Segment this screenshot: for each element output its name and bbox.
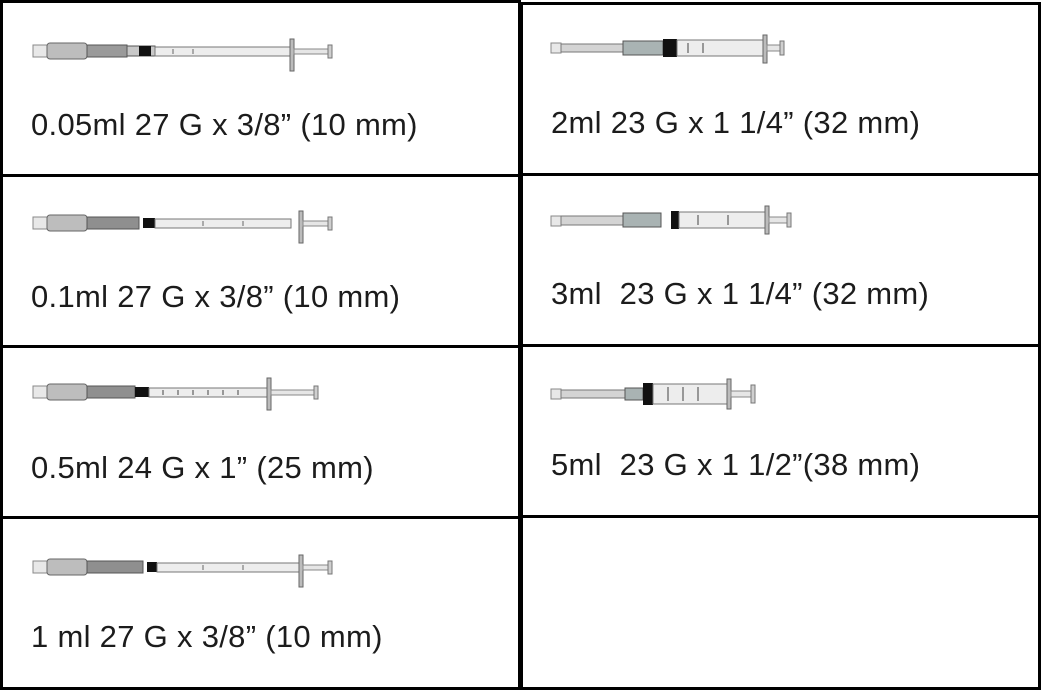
syringe-safety-icon — [32, 210, 333, 244]
syringe-cell-0-5ml: 0.5ml 24 G x 1” (25 mm) — [0, 345, 521, 519]
syringe-label: 5ml 23 G x 1 1/2”(38 mm) — [551, 447, 921, 482]
syringe-safety-icon — [32, 377, 319, 411]
syringe-label: 0.5ml 24 G x 1” (25 mm) — [31, 450, 374, 485]
syringe-safety-icon — [32, 554, 333, 588]
syringe-safety-icon — [32, 38, 333, 72]
syringe-label: 2ml 23 G x 1 1/4” (32 mm) — [551, 105, 921, 140]
syringe-label: 0.05ml 27 G x 3/8” (10 mm) — [31, 107, 418, 142]
syringe-cell-2ml: 2ml 23 G x 1 1/4” (32 mm) — [520, 2, 1041, 176]
syringe-label: 3ml 23 G x 1 1/4” (32 mm) — [551, 276, 930, 311]
syringe-cell-5ml: 5ml 23 G x 1 1/2”(38 mm) — [520, 344, 1041, 518]
empty-cell — [520, 515, 1041, 690]
syringe-cell-0-1ml: 0.1ml 27 G x 3/8” (10 mm) — [0, 174, 521, 348]
syringe-cell-1ml: 1 ml 27 G x 3/8” (10 mm) — [0, 516, 521, 690]
syringe-cell-3ml: 3ml 23 G x 1 1/4” (32 mm) — [520, 173, 1041, 347]
syringe-label: 1 ml 27 G x 3/8” (10 mm) — [31, 619, 383, 654]
syringe-cell-0-05ml: 0.05ml 27 G x 3/8” (10 mm) — [0, 0, 521, 177]
syringe-safety-icon — [550, 34, 785, 64]
syringe-safety-icon — [550, 205, 792, 235]
syringe-safety-icon — [550, 378, 756, 410]
syringe-label: 0.1ml 27 G x 3/8” (10 mm) — [31, 279, 401, 314]
